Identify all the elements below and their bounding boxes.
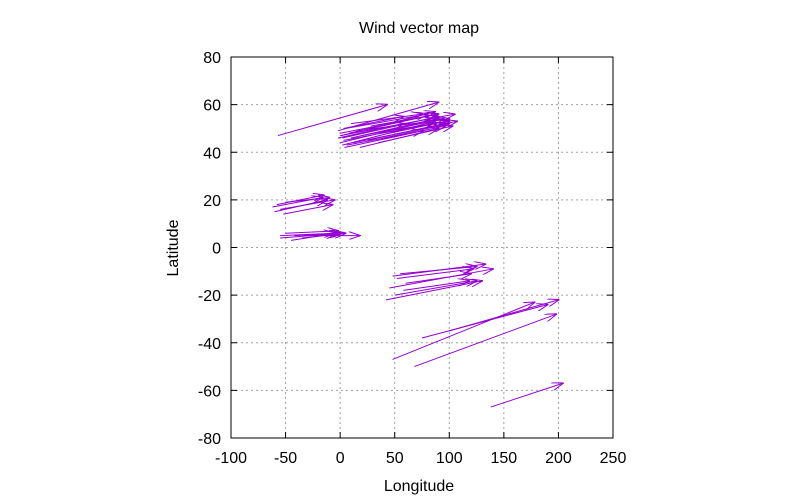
y-tick-label: -80 bbox=[198, 431, 221, 448]
wind-vector bbox=[405, 274, 471, 284]
x-tick-label: -100 bbox=[215, 450, 247, 467]
y-tick-label: -40 bbox=[198, 336, 221, 353]
y-axis-label: Latitude bbox=[165, 219, 182, 276]
x-axis-ticks: -100 -50 0 50 100 150 200 250 bbox=[215, 57, 626, 467]
x-tick-label: 0 bbox=[336, 450, 345, 467]
wind-vector bbox=[359, 128, 439, 148]
wind-vector bbox=[385, 281, 482, 301]
wind-vector bbox=[400, 267, 476, 275]
y-tick-label: 0 bbox=[212, 241, 221, 258]
x-tick-label: 250 bbox=[600, 450, 627, 467]
x-tick-label: 200 bbox=[545, 450, 572, 467]
wind-vector bbox=[403, 281, 468, 291]
x-axis-label: Longitude bbox=[384, 478, 454, 495]
wind-vector bbox=[421, 305, 548, 339]
wind-vector bbox=[285, 231, 338, 233]
wind-vector bbox=[449, 300, 558, 332]
wind-vector bbox=[370, 114, 439, 127]
y-tick-label: 80 bbox=[203, 50, 221, 67]
wind-vector bbox=[342, 121, 435, 146]
wind-vector bbox=[283, 205, 332, 215]
wind-vector bbox=[285, 197, 330, 203]
wind-vector bbox=[367, 124, 443, 141]
y-tick-label: -60 bbox=[198, 383, 221, 400]
wind-vector bbox=[276, 195, 324, 206]
x-tick-label: -50 bbox=[274, 450, 297, 467]
chart-title: Wind vector map bbox=[359, 20, 479, 37]
wind-vector bbox=[337, 124, 403, 139]
wind-vector bbox=[392, 302, 535, 360]
x-tick-label: 150 bbox=[491, 450, 518, 467]
wind-vector bbox=[350, 114, 422, 125]
y-tick-label: 40 bbox=[203, 145, 221, 162]
wind-vector bbox=[343, 117, 403, 129]
wind-vector bbox=[396, 269, 473, 279]
wind-vector bbox=[280, 200, 335, 210]
x-tick-label: 100 bbox=[436, 450, 463, 467]
wind-vector bbox=[277, 105, 387, 137]
wind-vector bbox=[490, 383, 563, 408]
grid-lines bbox=[231, 57, 613, 438]
y-axis-ticks: -80 -60 -40 -20 0 20 40 60 80 bbox=[198, 50, 613, 448]
y-tick-label: -20 bbox=[198, 288, 221, 305]
x-tick-label: 50 bbox=[386, 450, 404, 467]
wind-vector bbox=[389, 121, 446, 134]
y-tick-label: 20 bbox=[203, 193, 221, 210]
y-tick-label: 60 bbox=[203, 98, 221, 115]
wind-vector bbox=[414, 314, 556, 368]
vector-layer bbox=[272, 102, 563, 408]
